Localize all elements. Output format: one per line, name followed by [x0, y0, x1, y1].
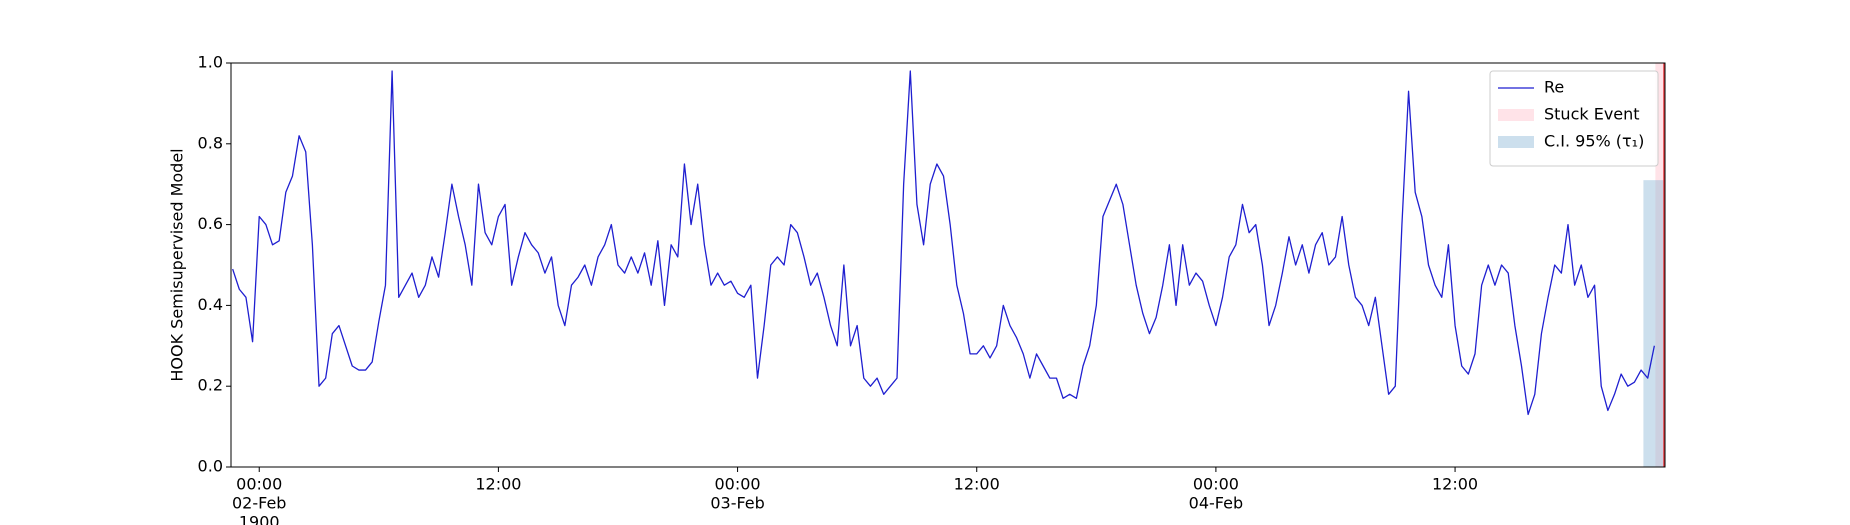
y-tick-label: 0.4	[198, 295, 223, 314]
data-line	[232, 70, 1656, 416]
shaded-span	[1655, 63, 1665, 467]
x-tick-label: 03-Feb	[710, 494, 764, 513]
y-tick-label: 1.0	[198, 53, 223, 72]
x-tick-label: 12:00	[475, 475, 521, 494]
legend-label: Re	[1544, 78, 1564, 97]
legend-swatch	[1498, 109, 1534, 121]
x-tick-label: 00:00	[715, 475, 761, 494]
y-tick-label: 0.2	[198, 376, 223, 395]
plot-frame	[230, 62, 1666, 468]
x-tick-label: 1900	[239, 513, 280, 525]
legend-label: C.I. 95% (τ₁)	[1544, 132, 1644, 151]
shaded-span	[1643, 180, 1665, 467]
x-tick-label: 02-Feb	[232, 494, 286, 513]
y-axis-label: HOOK Semisupervised Model	[168, 148, 187, 381]
y-tick-label: 0.6	[198, 214, 223, 233]
x-tick-label: 00:00	[1193, 475, 1239, 494]
x-tick-label: 00:00	[236, 475, 282, 494]
y-tick-label: 0.0	[198, 457, 223, 476]
legend-swatch	[1498, 136, 1534, 148]
x-tick-label: 12:00	[1432, 475, 1478, 494]
legend-box	[1489, 70, 1659, 167]
y-tick-label: 0.8	[198, 133, 223, 152]
x-tick-label: 12:00	[954, 475, 1000, 494]
legend-label: Stuck Event	[1544, 105, 1640, 124]
x-tick-label: 04-Feb	[1189, 494, 1243, 513]
